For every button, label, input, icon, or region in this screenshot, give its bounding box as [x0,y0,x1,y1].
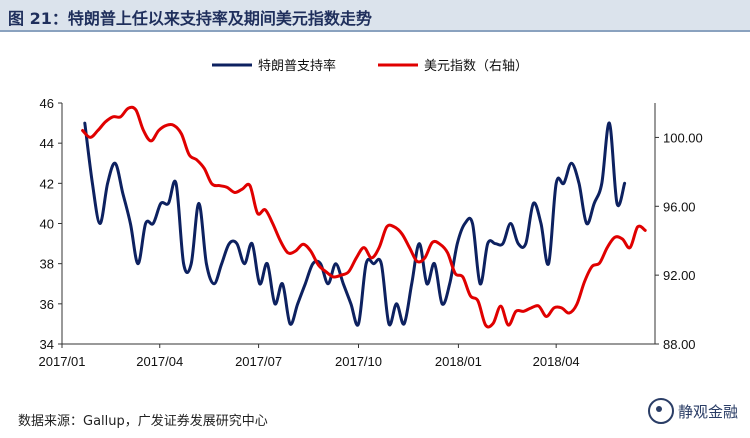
left-tick-label: 40 [40,217,54,232]
x-tick-label: 2017/04 [136,354,183,369]
legend-label-approval: 特朗普支持率 [258,58,336,74]
left-tick-label: 36 [40,297,54,312]
left-tick-label: 38 [40,257,54,272]
x-tick-label: 2017/10 [335,354,382,369]
watermark-label: 静观金融 [677,402,738,421]
left-tick-label: 34 [40,337,54,352]
left-tick-label: 42 [40,176,54,191]
right-tick-label: 92.00 [663,268,696,283]
right-tick-label: 88.00 [663,337,696,352]
source-note: 数据来源：Gallup，广发证券发展研究中心 [18,414,268,429]
chart-title: 图 21：特朗普上任以来支持率及期间美元指数走势 [8,9,372,28]
x-tick-label: 2017/07 [235,354,282,369]
left-tick-label: 46 [40,96,54,111]
watermark: 静观金融 [647,398,738,424]
right-tick-label: 96.00 [663,199,696,214]
wechat-logo-icon [647,398,674,424]
right-tick-label: 100.00 [663,130,703,145]
x-tick-label: 2018/04 [533,354,580,369]
x-tick-label: 2017/01 [39,354,86,369]
x-tick-label: 2018/01 [435,354,482,369]
approval-rating-line [83,121,627,327]
left-tick-label: 44 [40,136,54,151]
chart: 34 36 38 40 42 44 46 88.00 92.00 96.00 100.00 2017/… [39,58,703,369]
dollar-index-line [81,105,647,329]
legend-label-dollar: 美元指数（右轴） [424,59,528,74]
title-bar: 图 21：特朗普上任以来支持率及期间美元指数走势 [0,0,750,32]
